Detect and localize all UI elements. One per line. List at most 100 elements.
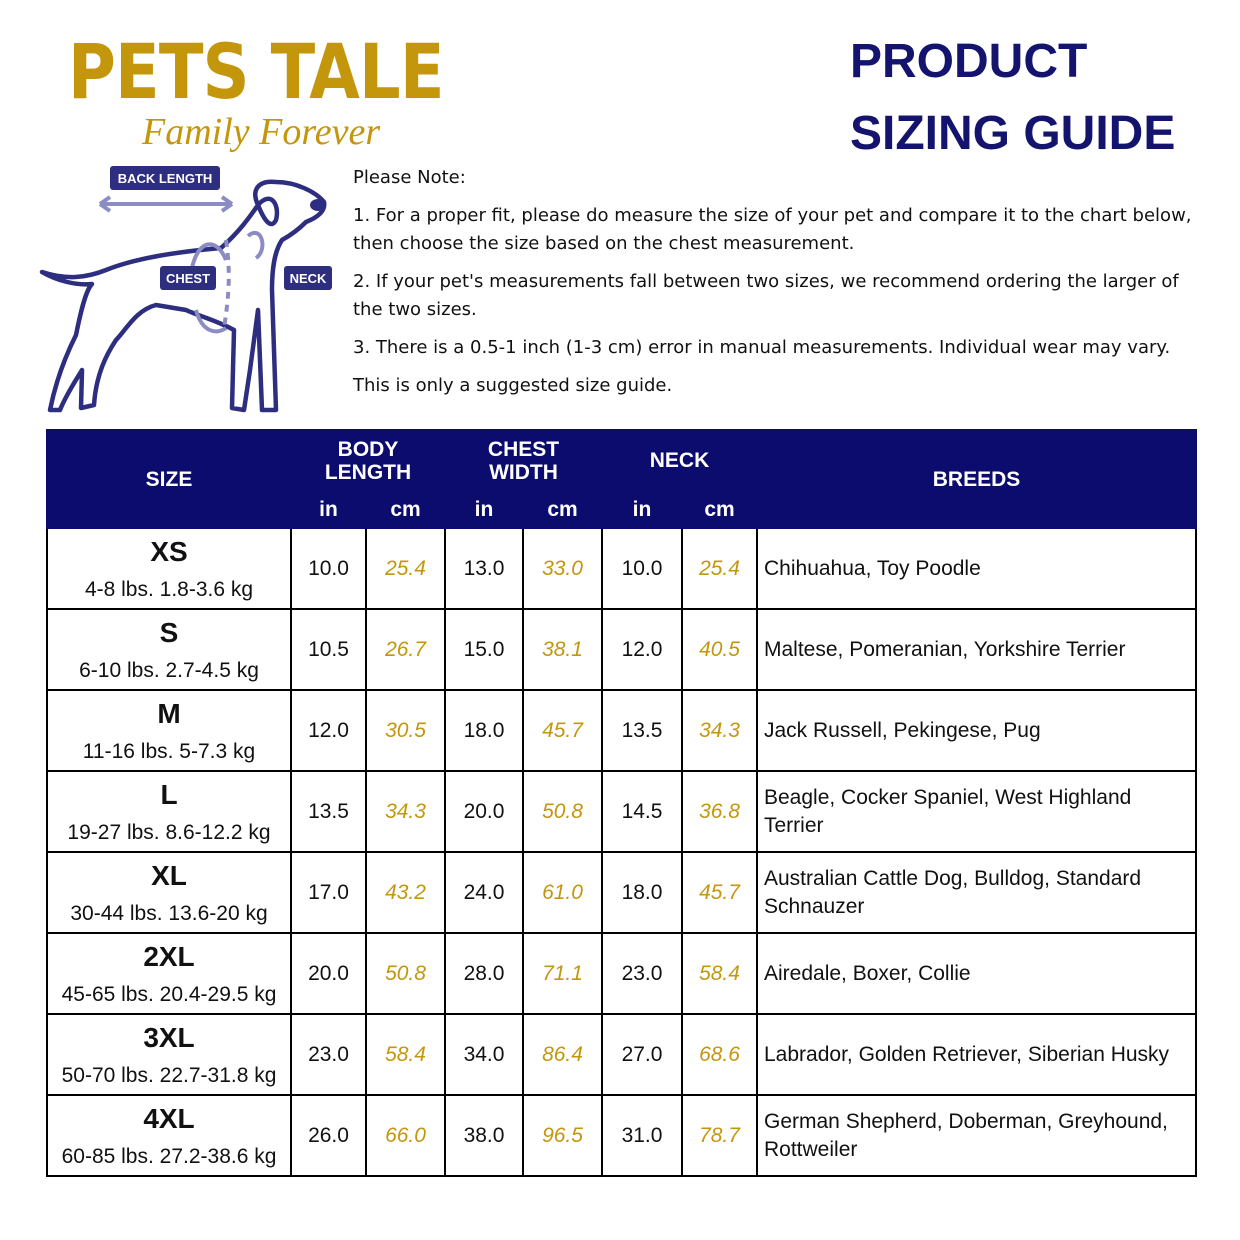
size-label: 2XL: [143, 940, 195, 972]
size-cell: 4XL 60-85 lbs. 27.2-38.6 kg: [46, 1094, 292, 1177]
table-row: L 19-27 lbs. 8.6-12.2 kg 13.5 34.3 20.0 50.8 1…: [46, 770, 1197, 853]
note-item: 1. For a proper fit, please do measure t…: [353, 205, 1192, 254]
body-cm-cell: 50.8: [365, 932, 446, 1015]
weight-range: 4-8 lbs. 1.8-3.6 kg: [84, 577, 254, 601]
brand-tagline: Family Forever: [142, 111, 381, 153]
neck-cm-cell: 45.7: [681, 851, 758, 934]
chest-in-cell: 38.0: [444, 1094, 524, 1177]
chest-in-cell: 20.0: [444, 770, 524, 853]
size-label: XS: [150, 535, 188, 567]
size-cell: 2XL 45-65 lbs. 20.4-29.5 kg: [46, 932, 292, 1015]
body-cm-cell: 25.4: [365, 527, 446, 610]
breeds-cell: Australian Cattle Dog, Bulldog, Standard…: [756, 851, 1197, 934]
chest-cm-cell: 96.5: [522, 1094, 603, 1177]
neck-in-cell: 14.5: [601, 770, 683, 853]
table-row: M 11-16 lbs. 5-7.3 kg 12.0 30.5 18.0 45.7 13.5…: [46, 689, 1197, 772]
body-cm-cell: 43.2: [365, 851, 446, 934]
notes-footer: This is only a suggested size guide.: [353, 375, 673, 396]
neck-cm-cell: 36.8: [681, 770, 758, 853]
table-row: 3XL 50-70 lbs. 22.7-31.8 kg 23.0 58.4 34.0 86…: [46, 1013, 1197, 1096]
size-cell: 3XL 50-70 lbs. 22.7-31.8 kg: [46, 1013, 292, 1096]
notes-section: Please Note: 1. For a proper fit, please…: [353, 164, 1213, 410]
body-in-cell: 26.0: [290, 1094, 367, 1177]
body-in-cell: 23.0: [290, 1013, 367, 1096]
note-item: 3. There is a 0.5-1 inch (1-3 cm) error …: [353, 337, 1171, 358]
size-label: 3XL: [143, 1021, 195, 1053]
header-cm: cm: [681, 490, 758, 529]
header-chest-width: CHEST WIDTH: [444, 429, 603, 492]
size-label: 4XL: [143, 1102, 195, 1134]
neck-label: NECK: [290, 271, 327, 286]
body-in-cell: 20.0: [290, 932, 367, 1015]
weight-range: 30-44 lbs. 13.6-20 kg: [70, 901, 268, 925]
size-cell: L 19-27 lbs. 8.6-12.2 kg: [46, 770, 292, 853]
body-cm-cell: 58.4: [365, 1013, 446, 1096]
body-in-cell: 10.0: [290, 527, 367, 610]
table-row: XL 30-44 lbs. 13.6-20 kg 17.0 43.2 24.0 61.0 1…: [46, 851, 1197, 934]
neck-in-cell: 12.0: [601, 608, 683, 691]
size-cell: S 6-10 lbs. 2.7-4.5 kg: [46, 608, 292, 691]
sizing-table: SIZE BODY LENGTH CHEST WIDTH NECK BREEDS…: [46, 429, 1197, 1177]
note-item: 2. If your pet's measurements fall betwe…: [353, 271, 1179, 320]
header-cm: cm: [522, 490, 603, 529]
breeds-cell: Chihuahua, Toy Poodle: [756, 527, 1197, 610]
weight-range: 50-70 lbs. 22.7-31.8 kg: [61, 1063, 277, 1087]
table-row: S 6-10 lbs. 2.7-4.5 kg 10.5 26.7 15.0 38.1 12.…: [46, 608, 1197, 691]
header-in: in: [444, 490, 524, 529]
body-cm-cell: 34.3: [365, 770, 446, 853]
dog-measurement-diagram: BACK LENGTH CHEST NECK: [39, 166, 332, 413]
breeds-cell: Labrador, Golden Retriever, Siberian Hus…: [756, 1013, 1197, 1096]
header-in: in: [290, 490, 367, 529]
breeds-cell: Maltese, Pomeranian, Yorkshire Terrier: [756, 608, 1197, 691]
chest-in-cell: 13.0: [444, 527, 524, 610]
body-in-cell: 17.0: [290, 851, 367, 934]
header-size: SIZE: [46, 429, 292, 529]
header-body-length: BODY LENGTH: [290, 429, 446, 492]
body-cm-cell: 30.5: [365, 689, 446, 772]
page-title-line2: SIZING GUIDE: [850, 107, 1176, 160]
neck-in-cell: 31.0: [601, 1094, 683, 1177]
neck-in-cell: 27.0: [601, 1013, 683, 1096]
neck-cm-cell: 40.5: [681, 608, 758, 691]
chest-in-cell: 18.0: [444, 689, 524, 772]
neck-cm-cell: 34.3: [681, 689, 758, 772]
size-label: S: [159, 616, 179, 648]
header-breeds: BREEDS: [756, 429, 1197, 529]
chest-in-cell: 15.0: [444, 608, 524, 691]
neck-cm-cell: 78.7: [681, 1094, 758, 1177]
neck-cm-cell: 68.6: [681, 1013, 758, 1096]
neck-in-cell: 18.0: [601, 851, 683, 934]
chest-in-cell: 34.0: [444, 1013, 524, 1096]
header-in: in: [601, 490, 683, 529]
chest-in-cell: 28.0: [444, 932, 524, 1015]
table-row: XS 4-8 lbs. 1.8-3.6 kg 10.0 25.4 13.0 33.0 10.…: [46, 527, 1197, 610]
weight-range: 60-85 lbs. 27.2-38.6 kg: [61, 1144, 277, 1168]
header-cm: cm: [365, 490, 446, 529]
breeds-cell: Airedale, Boxer, Collie: [756, 932, 1197, 1015]
body-cm-cell: 26.7: [365, 608, 446, 691]
chest-label: CHEST: [166, 271, 210, 286]
weight-range: 11-16 lbs. 5-7.3 kg: [82, 739, 256, 763]
page-title-line1: PRODUCT: [850, 35, 1088, 88]
chest-cm-cell: 38.1: [522, 608, 603, 691]
body-in-cell: 13.5: [290, 770, 367, 853]
chest-cm-cell: 71.1: [522, 932, 603, 1015]
chest-cm-cell: 45.7: [522, 689, 603, 772]
table-row: 4XL 60-85 lbs. 27.2-38.6 kg 26.0 66.0 38.0 96…: [46, 1094, 1197, 1177]
neck-in-cell: 23.0: [601, 932, 683, 1015]
chest-cm-cell: 86.4: [522, 1013, 603, 1096]
chest-in-cell: 24.0: [444, 851, 524, 934]
size-label: XL: [151, 859, 187, 891]
neck-in-cell: 10.0: [601, 527, 683, 610]
weight-range: 19-27 lbs. 8.6-12.2 kg: [67, 820, 271, 844]
chest-cm-cell: 61.0: [522, 851, 603, 934]
header-neck: NECK: [601, 429, 758, 492]
neck-cm-cell: 58.4: [681, 932, 758, 1015]
notes-heading: Please Note:: [353, 167, 466, 188]
breeds-cell: Beagle, Cocker Spaniel, West Highland Te…: [756, 770, 1197, 853]
breeds-cell: German Shepherd, Doberman, Greyhound, Ro…: [756, 1094, 1197, 1177]
breeds-cell: Jack Russell, Pekingese, Pug: [756, 689, 1197, 772]
back-length-label: BACK LENGTH: [118, 171, 213, 186]
body-cm-cell: 66.0: [365, 1094, 446, 1177]
brand-logo: PETS TALE: [68, 27, 444, 116]
